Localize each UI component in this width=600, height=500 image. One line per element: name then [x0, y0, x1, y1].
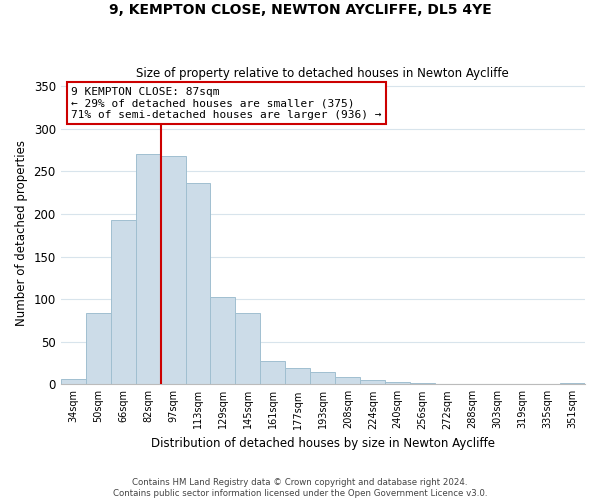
Text: 9 KEMPTON CLOSE: 87sqm
← 29% of detached houses are smaller (375)
71% of semi-de: 9 KEMPTON CLOSE: 87sqm ← 29% of detached… — [71, 86, 382, 120]
Bar — [260, 362, 286, 384]
Bar — [161, 156, 185, 384]
Bar — [385, 382, 410, 384]
Text: 9, KEMPTON CLOSE, NEWTON AYCLIFFE, DL5 4YE: 9, KEMPTON CLOSE, NEWTON AYCLIFFE, DL5 4… — [109, 2, 491, 16]
Title: Size of property relative to detached houses in Newton Aycliffe: Size of property relative to detached ho… — [136, 66, 509, 80]
Bar — [61, 379, 86, 384]
Bar — [360, 380, 385, 384]
Text: Contains HM Land Registry data © Crown copyright and database right 2024.
Contai: Contains HM Land Registry data © Crown c… — [113, 478, 487, 498]
Bar — [185, 184, 211, 384]
Bar — [335, 378, 360, 384]
Y-axis label: Number of detached properties: Number of detached properties — [15, 140, 28, 326]
Bar — [136, 154, 161, 384]
Bar — [235, 313, 260, 384]
Bar — [310, 372, 335, 384]
Bar — [211, 296, 235, 384]
Bar — [86, 313, 110, 384]
X-axis label: Distribution of detached houses by size in Newton Aycliffe: Distribution of detached houses by size … — [151, 437, 495, 450]
Bar — [286, 368, 310, 384]
Bar — [110, 220, 136, 384]
